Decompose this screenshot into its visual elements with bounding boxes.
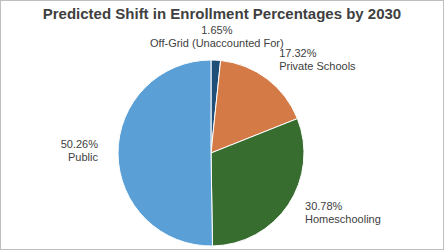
svg-text:50.26%Public: 50.26%Public (61, 138, 99, 163)
svg-text:1.65%Off-Grid (Unaccounted For: 1.65%Off-Grid (Unaccounted For) (150, 24, 284, 49)
svg-text:17.32%Private Schools: 17.32%Private Schools (279, 47, 356, 72)
html-text:Predicted Shift in Enrollment: Predicted Shift in Enrollment Percentage… (42, 5, 402, 22)
svg-text:30.78%Homeschooling: 30.78%Homeschooling (305, 200, 381, 225)
